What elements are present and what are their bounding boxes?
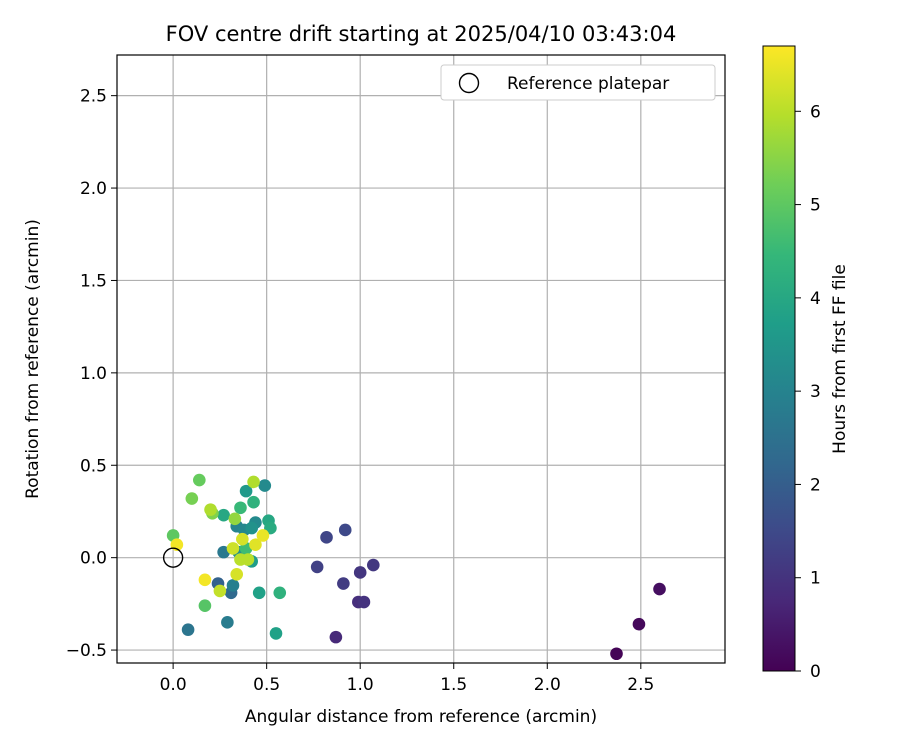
data-point: [366, 558, 380, 572]
y-axis-ticks: −0.5 0.0 0.5 1.0 1.5 2.0 2.5: [66, 87, 117, 661]
data-point: [217, 508, 230, 522]
y-tick-label: 0.5: [80, 456, 107, 476]
colorbar-ticks: 0 1 2 3 4 5 6: [795, 102, 821, 682]
scatter-points: [166, 473, 666, 661]
data-point: [329, 630, 343, 644]
colorbar-tick-label: 6: [810, 102, 821, 122]
data-point: [193, 473, 206, 487]
colorbar-tick-label: 2: [810, 475, 821, 495]
y-axis-label: Rotation from reference (arcmin): [23, 219, 43, 499]
data-point: [269, 627, 283, 640]
data-point: [221, 616, 234, 629]
x-axis-ticks: 0.0 0.5 1.0 1.5 2.0 2.5: [160, 663, 654, 695]
data-point: [198, 573, 212, 587]
data-point: [236, 532, 249, 546]
y-tick-label: 2.0: [80, 179, 107, 199]
data-point: [338, 523, 352, 537]
data-point: [249, 538, 262, 552]
reference-platepar-marker: [162, 547, 184, 568]
x-tick-label: 0.5: [253, 675, 280, 695]
data-point: [247, 475, 260, 489]
data-point: [198, 599, 212, 613]
x-tick-label: 2.0: [534, 675, 561, 695]
data-point: [230, 567, 244, 581]
colorbar: 0 1 2 3 4 5 6 Hours from first FF file: [762, 45, 850, 682]
data-point: [185, 492, 199, 505]
y-tick-label: 2.5: [80, 87, 107, 107]
data-point: [239, 484, 253, 498]
data-point: [273, 586, 287, 600]
x-tick-label: 1.5: [440, 675, 467, 695]
data-point: [337, 577, 350, 590]
reference-marker: [162, 547, 184, 568]
y-tick-label: 1.5: [80, 271, 107, 291]
legend-entry-reference: Reference platepar: [507, 74, 669, 94]
colorbar-tick-label: 1: [810, 569, 821, 589]
data-point: [256, 529, 270, 542]
data-point: [228, 512, 242, 526]
colorbar-tick-label: 5: [810, 196, 821, 216]
data-point: [632, 617, 646, 631]
data-point: [226, 579, 240, 592]
colorbar-tick-label: 0: [810, 662, 821, 682]
data-point: [610, 647, 623, 661]
data-point: [226, 542, 240, 555]
data-point: [353, 566, 367, 579]
legend-reference-marker: [458, 72, 480, 94]
data-point: [258, 479, 272, 492]
data-point: [245, 521, 258, 535]
colorbar-gradient: [762, 45, 796, 672]
data-point: [234, 501, 247, 515]
data-point: [213, 584, 227, 598]
data-point: [357, 595, 371, 609]
chart-title: FOV centre drift starting at 2025/04/10 …: [166, 22, 677, 46]
data-point: [247, 495, 260, 509]
data-point: [310, 560, 324, 574]
legend: Reference platepar: [440, 64, 716, 101]
y-tick-label: 0.0: [80, 549, 107, 569]
grid-lines: [117, 55, 725, 663]
plot-frame: [116, 54, 726, 664]
colorbar-tick-label: 3: [810, 382, 821, 402]
colorbar-tick-label: 4: [810, 289, 821, 309]
data-point: [181, 623, 195, 637]
legend-box: [440, 64, 716, 101]
data-point: [653, 582, 666, 596]
x-tick-label: 0.0: [160, 675, 187, 695]
colorbar-label: Hours from first FF file: [830, 264, 850, 454]
y-tick-label: 1.0: [80, 364, 107, 384]
x-tick-label: 2.5: [627, 675, 654, 695]
y-tick-label: −0.5: [66, 641, 107, 661]
x-axis-label: Angular distance from reference (arcmin): [245, 707, 597, 727]
data-point: [204, 503, 217, 516]
data-point: [252, 586, 266, 600]
x-tick-label: 1.0: [347, 675, 374, 695]
data-point: [320, 531, 333, 544]
data-point: [241, 553, 255, 566]
